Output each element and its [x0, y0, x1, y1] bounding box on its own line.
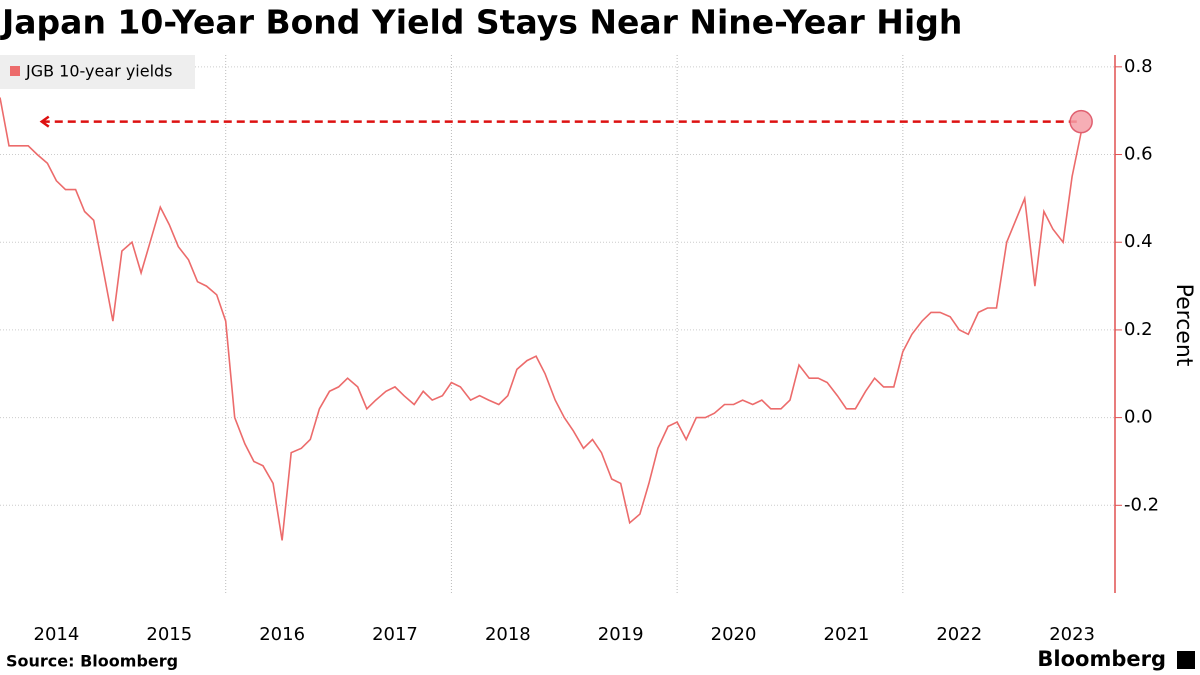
- x-tick-label: 2014: [34, 624, 80, 645]
- data-line: [0, 97, 1082, 541]
- highlight: [1069, 109, 1093, 134]
- brand-icon: [1177, 651, 1195, 669]
- arrow-head: [39, 115, 50, 128]
- x-tick-label: 2022: [936, 624, 982, 645]
- x-tick-label: 2020: [711, 624, 757, 645]
- y-tick-label: 0.4: [1124, 231, 1153, 252]
- brand: Bloomberg: [1037, 647, 1166, 671]
- y-tick-label: 0.2: [1124, 319, 1153, 340]
- x-tick-label: 2023: [1049, 624, 1095, 645]
- legend-swatch: [10, 66, 20, 76]
- y-tick-label: 0.6: [1124, 144, 1153, 165]
- chart-title: Japan 10-Year Bond Yield Stays Near Nine…: [0, 3, 962, 42]
- x-tick-label: 2016: [259, 624, 305, 645]
- x-tick-label: 2018: [485, 624, 531, 645]
- y-tick-label: -0.2: [1124, 494, 1159, 515]
- y-tick-label: 0.8: [1124, 56, 1153, 77]
- source: Source: Bloomberg: [6, 652, 178, 671]
- legend-box: [0, 55, 195, 89]
- y-axis-label: Percent: [1171, 284, 1196, 367]
- x-tick-label: 2019: [598, 624, 644, 645]
- x-tick-label: 2021: [824, 624, 870, 645]
- x-tick-label: 2017: [372, 624, 418, 645]
- y-tick-label: 0.0: [1124, 407, 1153, 428]
- x-tick-label: 2015: [146, 624, 192, 645]
- legend-label: JGB 10-year yields: [25, 62, 173, 81]
